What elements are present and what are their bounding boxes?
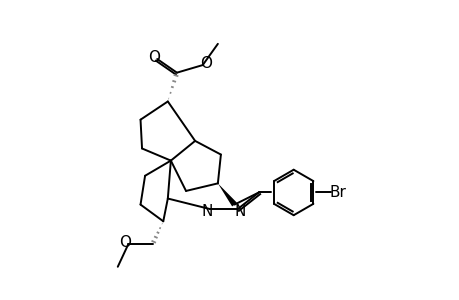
Text: N: N — [234, 204, 245, 219]
Text: Br: Br — [329, 185, 346, 200]
Text: O: O — [119, 235, 131, 250]
Text: O: O — [199, 56, 211, 71]
Text: N: N — [201, 204, 213, 219]
Text: O: O — [148, 50, 160, 65]
Polygon shape — [218, 183, 236, 206]
